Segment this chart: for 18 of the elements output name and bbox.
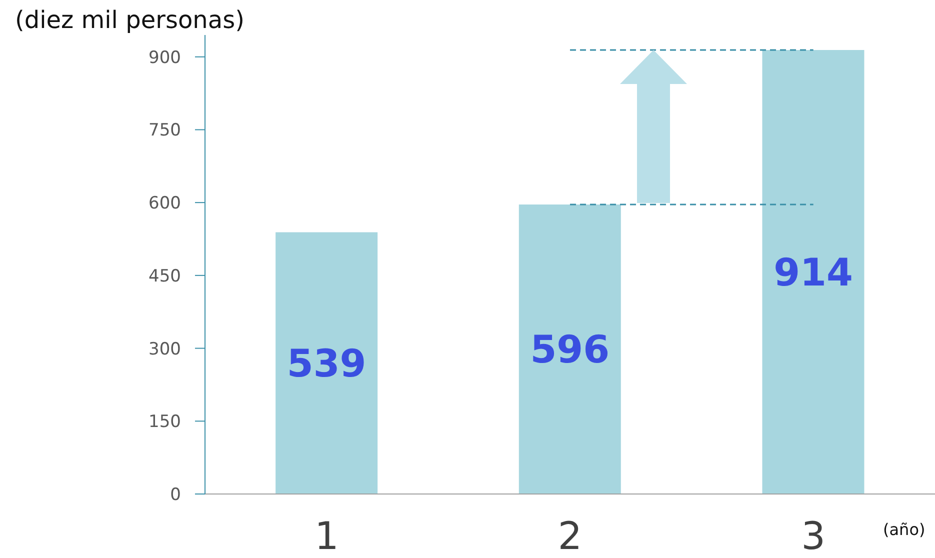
data-label: 596 xyxy=(530,328,610,372)
x-tick-label: 3 xyxy=(801,514,826,558)
bar xyxy=(518,204,621,494)
x-tick-label: 2 xyxy=(558,514,582,558)
y-tick-label: 450 xyxy=(148,266,181,286)
y-tick-label: 0 xyxy=(170,485,181,506)
data-label: 914 xyxy=(774,250,853,295)
bar xyxy=(762,50,864,494)
y-tick-label: 600 xyxy=(148,194,181,214)
data-label: 539 xyxy=(286,342,366,386)
y-tick-label: 300 xyxy=(148,339,181,360)
y-tick-label: 900 xyxy=(148,48,181,68)
y-tick-label: 750 xyxy=(148,120,181,141)
y-axis-title: (diez mil personas) xyxy=(15,6,244,34)
bar xyxy=(276,232,378,494)
y-tick-label: 150 xyxy=(148,412,181,432)
x-axis-title: (año) xyxy=(883,520,926,539)
x-tick-label: 1 xyxy=(314,514,339,558)
